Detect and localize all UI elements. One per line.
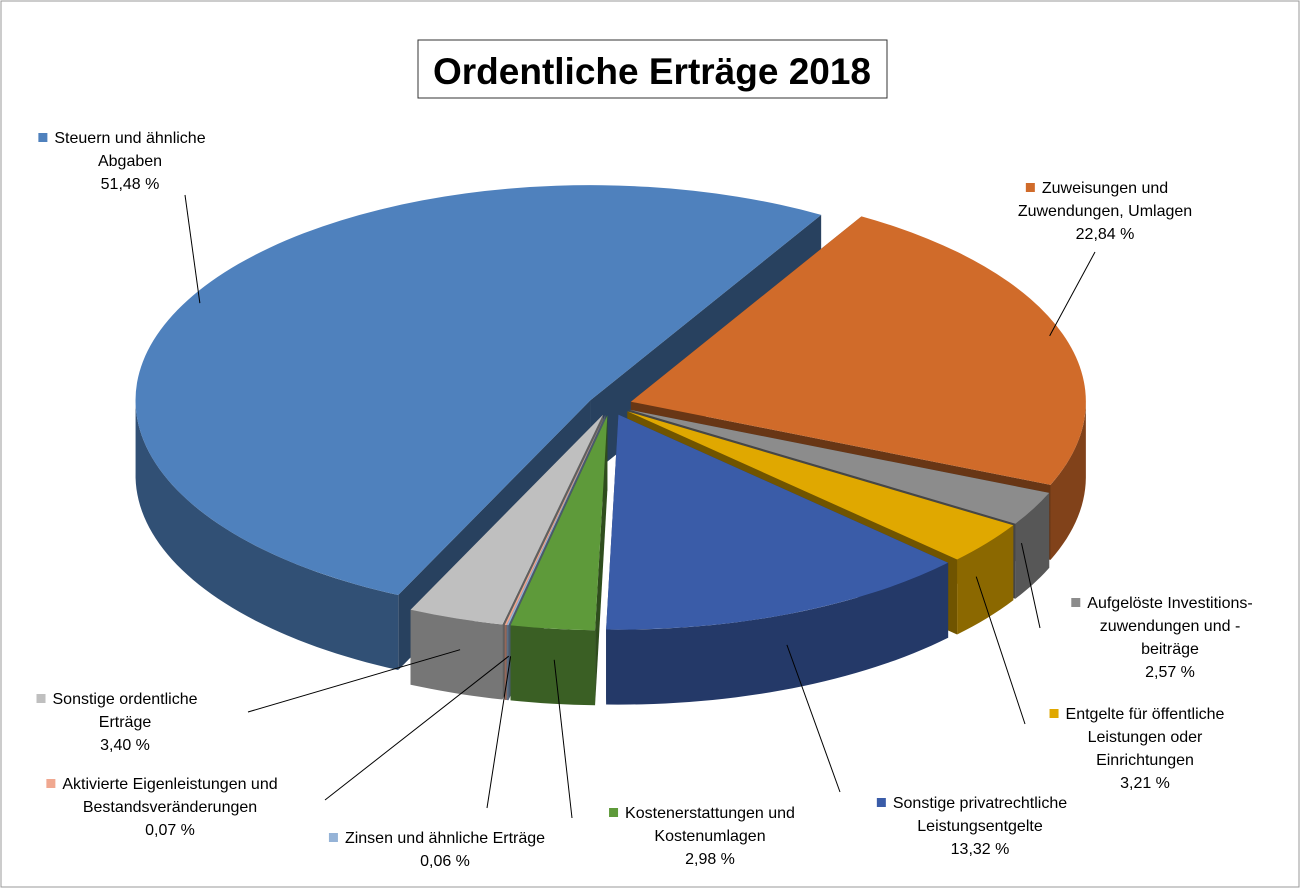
leader-line [1049, 251, 1096, 337]
slice-label: Zuweisungen und Zuwendungen, Umlagen [1018, 180, 1192, 220]
legend-marker [1025, 183, 1035, 192]
slice-side [506, 625, 509, 701]
value-label: 13,32 % [951, 841, 1010, 858]
slice-label: Aufgelöste Investitions-zuwendungen und … [1087, 595, 1252, 658]
labels: Steuern und ähnliche Abgaben 51,48 % Zuweis… [36, 130, 1253, 870]
slice [629, 409, 1050, 524]
leader-line [324, 655, 510, 801]
slice [410, 414, 603, 625]
legend-marker [876, 798, 886, 807]
slice-side [410, 609, 503, 700]
legend-marker [1049, 709, 1059, 718]
leader-line [553, 659, 573, 819]
value-label: 51,48 % [101, 176, 160, 193]
title-box [417, 39, 888, 99]
slice-label: Entgelte für öffentliche Leistungen oder E… [1066, 706, 1225, 769]
slice-label: Steuern und ähnliche Abgaben [54, 130, 205, 170]
leader-line [786, 644, 841, 793]
slice-label: Aktivierte Eigenleistungen und Bestandsve… [62, 776, 277, 816]
legend-marker [1071, 598, 1081, 607]
slice-label: Kostenerstattungen und Kostenumlagen [625, 805, 795, 845]
slice-side [957, 525, 1014, 635]
chart-title: Ordentliche Erträge 2018 [433, 51, 871, 92]
leader-line [975, 576, 1026, 725]
value-label: 22,84 % [1076, 226, 1135, 243]
slice-label: Sonstige ordentliche Erträge [53, 691, 198, 731]
value-label: 0,06 % [420, 853, 470, 870]
pie-tops [135, 185, 1086, 631]
slice-side [135, 397, 399, 671]
leader-line [1020, 543, 1041, 629]
slice [510, 415, 608, 631]
legend-marker [38, 133, 48, 142]
slice [627, 411, 1014, 560]
leader-line [247, 649, 461, 713]
slice-side [510, 625, 596, 706]
leader-line [486, 656, 512, 809]
slice [630, 216, 1086, 485]
slice-side [606, 562, 949, 705]
slice-label: Sonstige privatrechtliche Leistungsentgel… [893, 795, 1067, 835]
slice [504, 415, 606, 626]
slice [606, 414, 949, 630]
slice-side [1015, 492, 1050, 599]
legend-marker [328, 833, 338, 842]
value-label: 2,98 % [685, 851, 735, 868]
slice [135, 185, 822, 596]
leader-line [184, 194, 201, 304]
slice [506, 415, 606, 626]
slice-label: Zinsen und ähnliche Erträge [345, 830, 545, 847]
value-label: 2,57 % [1145, 664, 1195, 681]
slice-side [1050, 402, 1086, 560]
value-label: 3,40 % [100, 737, 150, 754]
value-label: 0,07 % [145, 822, 195, 839]
value-label: 3,21 % [1120, 775, 1170, 792]
legend-marker [46, 779, 56, 788]
legend-marker [609, 808, 619, 817]
legend-marker [36, 694, 46, 703]
